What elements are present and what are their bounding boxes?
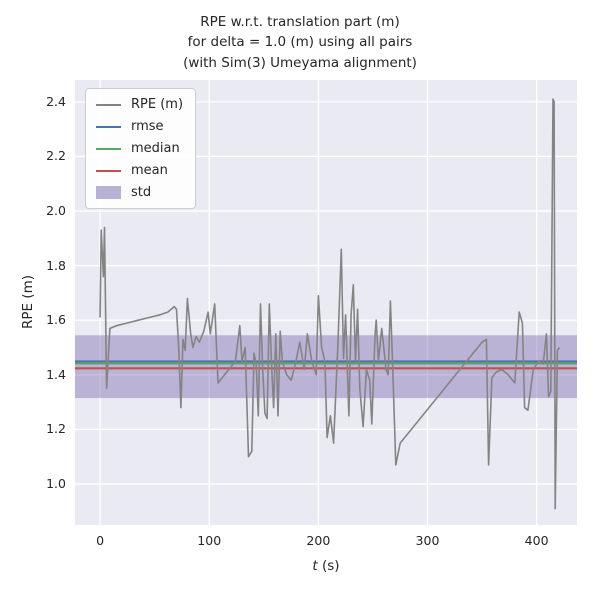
rpe-trajectory — [99, 98, 561, 510]
chart-title: RPE w.r.t. translation part (m) for delt… — [183, 14, 417, 71]
y-tick-label: 1.6 — [46, 312, 66, 328]
legend-label: RPE (m) — [131, 97, 184, 112]
legend-item-median: median — [96, 141, 183, 156]
x-axis-label-unit: (s) — [317, 558, 340, 574]
y-tick-label: 1.0 — [46, 476, 66, 492]
legend-swatch-std — [96, 186, 121, 199]
y-tick-label: 2.0 — [46, 203, 66, 219]
plot-area: RPE (m) rmse median mean std — [75, 80, 577, 525]
legend-swatch-rmse — [96, 125, 121, 128]
legend-swatch-rpe — [96, 103, 121, 106]
y-tick-label: 1.4 — [46, 366, 66, 382]
legend-label: std — [131, 185, 152, 200]
legend-swatch-median — [96, 147, 121, 150]
x-axis-label-variable: t — [312, 558, 318, 574]
y-tick-label: 1.2 — [46, 421, 66, 437]
legend-item-mean: mean — [96, 163, 183, 178]
x-axis-label: t (s) — [0, 558, 600, 574]
legend-item-rmse: rmse — [96, 119, 183, 134]
legend-label: mean — [131, 163, 168, 178]
x-tick-label: 0 — [96, 533, 105, 548]
legend-label: rmse — [131, 119, 164, 134]
y-axis-label: RPE (m) — [20, 274, 36, 330]
legend: RPE (m) rmse median mean std — [85, 88, 197, 209]
x-tick-label: 300 — [415, 533, 440, 548]
legend-swatch-mean — [96, 169, 121, 172]
legend-item-rpe: RPE (m) — [96, 97, 183, 112]
x-tick-label: 100 — [197, 533, 222, 548]
x-tick-label: 400 — [524, 533, 549, 548]
y-tick-label: 2.2 — [46, 148, 66, 164]
legend-item-std: std — [96, 185, 183, 200]
y-tick-label: 1.8 — [46, 257, 66, 273]
y-tick-label: 2.4 — [46, 93, 66, 109]
legend-label: median — [131, 141, 180, 156]
x-tick-label: 200 — [306, 533, 331, 548]
